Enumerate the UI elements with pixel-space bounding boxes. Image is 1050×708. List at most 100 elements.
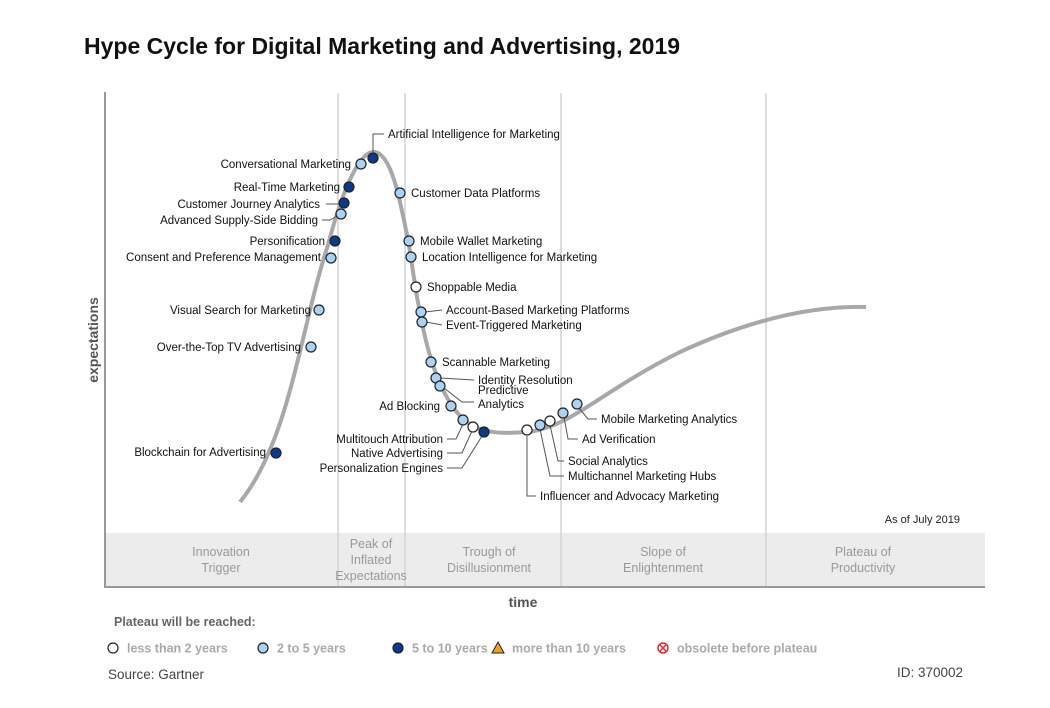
technology-marker: Personification [250, 235, 341, 248]
technology-label: Social Analytics [568, 456, 648, 468]
phase-label-line: Peak of [350, 537, 393, 551]
phase-label-line: Slope of [640, 545, 686, 559]
leader-line [578, 407, 597, 420]
technology-label: Advanced Supply-Side Bidding [160, 215, 318, 227]
technology-dot [544, 415, 556, 427]
x-axis-label: time [509, 594, 538, 610]
leader-line [539, 428, 564, 477]
legend-item: less than 2 years [107, 642, 228, 656]
technology-dot [478, 426, 490, 438]
technology-dot [445, 400, 457, 412]
technology-label: Scannable Marketing [442, 357, 550, 369]
legend-label: obsolete before plateau [677, 642, 817, 656]
y-axis-label: expectations [85, 297, 101, 383]
hype-curve [238, 149, 867, 504]
obsolete-cross [659, 644, 667, 652]
phase-band [105, 533, 985, 587]
technology-marker: Social Analytics [544, 415, 648, 468]
phase-label: Slope of Enlightenment [623, 545, 703, 575]
technology-marker: Event-Triggered Marketing [416, 316, 582, 332]
technology-label: Conversational Marketing [221, 159, 351, 171]
technology-dot [410, 281, 422, 293]
legend-label: less than 2 years [127, 642, 228, 656]
technology-label: Blockchain for Advertising [134, 447, 266, 459]
technology-label: Mobile Marketing Analytics [601, 414, 737, 426]
technology-label: Customer Data Platforms [411, 188, 540, 200]
as-of-date: As of July 2019 [885, 514, 960, 526]
technology-dot [355, 158, 367, 170]
phase-label-line: Productivity [831, 561, 896, 575]
technology-marker: Customer Data Platforms [394, 187, 540, 200]
technology-marker: Scannable Marketing [425, 356, 550, 369]
technology-label: Native Advertising [351, 448, 443, 460]
technology-marker: Real-Time Marketing [234, 181, 355, 194]
technology-marker: Conversational Marketing [221, 158, 367, 171]
legend-label: more than 10 years [512, 642, 626, 656]
technology-label: Visual Search for Marketing [170, 305, 311, 317]
phase-label-line: Enlightenment [623, 561, 703, 575]
leader-line [447, 435, 483, 469]
legend-title: Plateau will be reached: [114, 615, 256, 629]
technology-marker: Over-the-Top TV Advertising [157, 341, 317, 354]
technology-label: Multichannel Marketing Hubs [568, 471, 717, 483]
technology-marker: Predictive Analytics [434, 380, 529, 411]
phase-label: Innovation Trigger [192, 545, 250, 575]
technology-dot [521, 424, 533, 436]
technology-marker: Shoppable Media [410, 281, 517, 294]
technology-label: Shoppable Media [427, 282, 517, 294]
technology-label: Personalization Engines [320, 463, 444, 475]
technology-dot [394, 187, 406, 199]
phase-label: Plateau of Productivity [831, 545, 896, 575]
technology-label: Personification [250, 236, 325, 248]
technology-marker: Consent and Preference Management [126, 252, 337, 264]
legend-2-to-5-years-icon [257, 642, 269, 654]
technology-label: Customer Journey Analytics [177, 199, 320, 211]
technology-label: Ad Blocking [379, 401, 440, 413]
phase-label: Trough of Disillusionment [447, 545, 532, 575]
phase-label-line: Plateau of [835, 545, 892, 559]
technology-label: Predictive Analytics [478, 385, 529, 411]
technology-marker: Visual Search for Marketing [170, 304, 325, 317]
technology-label-line: Analytics [478, 399, 524, 411]
technology-marker: Influencer and Advocacy Marketing [521, 424, 719, 503]
technology-label: Real-Time Marketing [234, 182, 340, 194]
technology-dot [425, 356, 437, 368]
technology-dot [467, 421, 479, 433]
technology-dot [335, 208, 347, 220]
technology-dot [305, 341, 317, 353]
technology-label: Event-Triggered Marketing [446, 320, 582, 332]
technology-marker: Ad Blocking [379, 400, 457, 413]
technology-dot [405, 251, 417, 263]
technology-dot [434, 380, 446, 392]
leader-line [425, 321, 443, 326]
legend-label: 2 to 5 years [277, 642, 346, 656]
technology-dot [457, 414, 469, 426]
technology-dot [557, 407, 569, 419]
technology-dot [325, 252, 337, 264]
technology-marker: Mobile Marketing Analytics [571, 398, 737, 426]
technology-marker: Artificial Intelligence for Marketing [367, 129, 560, 164]
source-text: Source: Gartner [108, 667, 205, 682]
phase-label-line: Expectations [335, 569, 407, 583]
technology-dot [270, 447, 282, 459]
technology-label: Account-Based Marketing Platforms [446, 305, 630, 317]
leader-line [443, 387, 474, 403]
technology-dot [415, 306, 427, 318]
technology-marker: Personalization Engines [320, 426, 490, 475]
technology-label: Consent and Preference Management [126, 252, 322, 264]
legend-less-than-2-years-icon [107, 642, 119, 654]
technology-label: Influencer and Advocacy Marketing [540, 491, 719, 503]
technology-dot [343, 181, 355, 193]
phase-label-line: Inflated [350, 553, 391, 567]
technology-marker: Multitouch Attribution [336, 414, 469, 446]
technology-marker: Account-Based Marketing Platforms [415, 305, 630, 318]
legend-item: obsolete before plateau [657, 642, 817, 656]
technology-marker: Blockchain for Advertising [134, 447, 282, 459]
technology-dot [329, 235, 341, 247]
technology-label-line: Predictive [478, 385, 529, 397]
technology-label: Artificial Intelligence for Marketing [388, 129, 560, 141]
technology-dot [403, 235, 415, 247]
phase-label-line: Disillusionment [447, 561, 532, 575]
leader-line [447, 430, 473, 454]
phase-label: Peak of Inflated Expectations [335, 537, 407, 583]
